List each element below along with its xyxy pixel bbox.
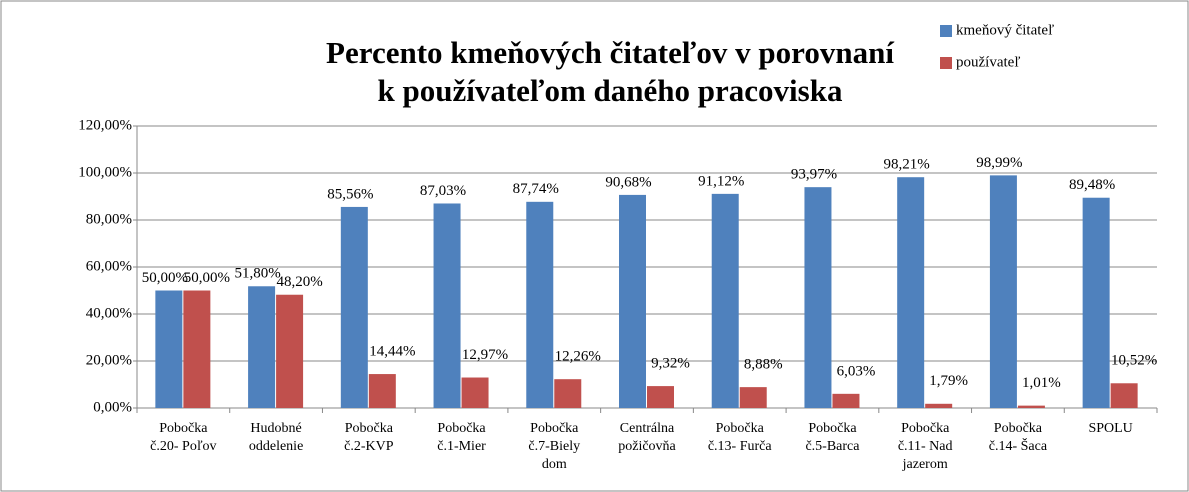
value-label: 93,97% — [791, 167, 837, 183]
value-label: 1,01% — [1022, 375, 1061, 391]
bar — [526, 201, 554, 408]
legend-swatch — [940, 25, 952, 37]
value-label: 50,00% — [142, 270, 188, 286]
value-label: 14,44% — [369, 344, 415, 360]
bar — [711, 193, 739, 408]
bar — [554, 379, 582, 408]
value-label: 8,88% — [744, 357, 783, 373]
bar — [368, 374, 396, 408]
bar — [619, 194, 646, 408]
value-label: 9,32% — [651, 356, 690, 372]
legend-label: kmeňový čitateľ — [956, 22, 1054, 38]
x-tick-label: Pobočka č.5-Barca — [805, 421, 860, 454]
value-label: 50,00% — [184, 270, 230, 286]
value-label: 91,12% — [698, 173, 744, 189]
bar — [461, 377, 489, 408]
value-label: 98,99% — [976, 155, 1022, 171]
value-label: 85,56% — [327, 186, 373, 202]
x-tick-label: Pobočka č.14- Šaca — [988, 421, 1048, 454]
y-tick-label: 120,00% — [78, 117, 132, 133]
value-label: 10,52% — [1111, 353, 1157, 369]
legend-label: používateľ — [956, 54, 1020, 70]
y-tick-label: 0,00% — [93, 399, 132, 415]
bar — [804, 187, 832, 408]
value-label: 90,68% — [605, 174, 651, 190]
value-label: 87,03% — [420, 183, 466, 199]
x-tick-label: Centrálna požičovňa — [618, 421, 676, 454]
y-tick-label: 40,00% — [86, 305, 132, 321]
x-tick-label: Pobočka č.20- Poľov — [150, 421, 217, 454]
x-tick-label: Pobočka č.1-Mier — [437, 421, 486, 454]
bar — [155, 290, 183, 408]
value-label: 12,26% — [555, 349, 601, 365]
value-label: 6,03% — [837, 363, 876, 379]
value-label: 87,74% — [513, 181, 559, 197]
bar — [1110, 383, 1138, 408]
bar — [925, 403, 953, 408]
bar — [183, 290, 211, 408]
bar — [340, 206, 368, 408]
bar — [832, 393, 860, 408]
bar — [276, 294, 304, 408]
value-label: 12,97% — [462, 347, 508, 363]
x-tick-label: Pobočka č.7-Biely dom — [528, 421, 581, 472]
bar — [1017, 405, 1045, 408]
value-label: 1,79% — [929, 373, 968, 389]
y-tick-label: 80,00% — [86, 211, 132, 227]
value-label: 48,20% — [276, 274, 322, 290]
x-tick-label: SPOLU — [1088, 421, 1133, 436]
value-label: 98,21% — [884, 157, 930, 173]
chart-title: Percento kmeňových čitateľov v porovnaní… — [326, 35, 894, 108]
value-label: 89,48% — [1069, 177, 1115, 193]
bar — [989, 175, 1017, 408]
bar — [433, 203, 461, 408]
x-tick-label: Pobočka č.2-KVP — [344, 421, 394, 454]
bar — [739, 387, 767, 408]
bar — [897, 177, 925, 408]
y-tick-label: 20,00% — [86, 352, 132, 368]
bar — [1082, 197, 1110, 408]
bar — [248, 286, 276, 408]
bar — [647, 386, 674, 408]
y-tick-label: 60,00% — [86, 258, 132, 274]
x-tick-label: Pobočka č.13- Furča — [707, 421, 772, 454]
x-tick-label: Pobočka č.11- Nad jazerom — [897, 421, 953, 472]
x-tick-label: Hudobné oddelenie — [248, 421, 304, 454]
legend-swatch — [940, 57, 952, 69]
y-tick-label: 100,00% — [78, 164, 132, 180]
value-label: 51,80% — [234, 266, 280, 282]
